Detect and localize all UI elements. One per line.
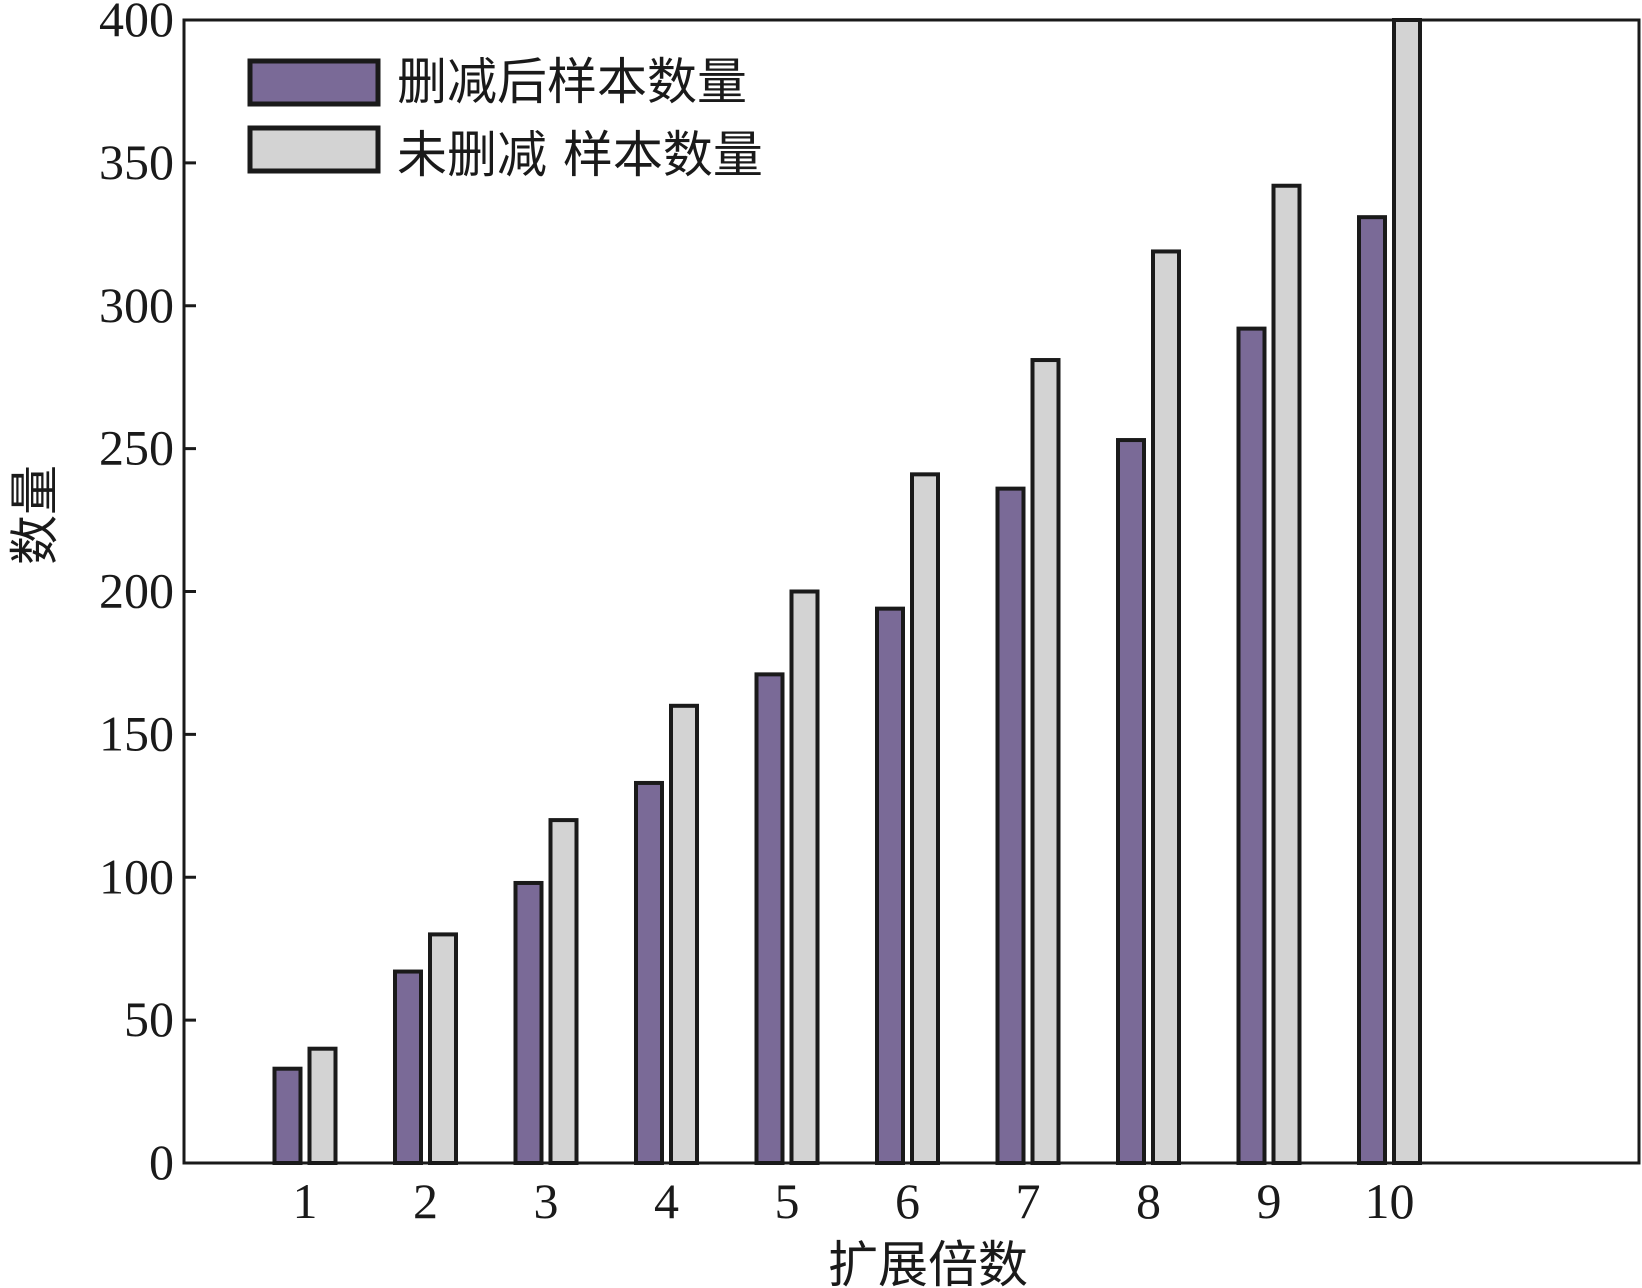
bar-series-1-cat-10: [1357, 215, 1387, 1166]
legend-swatch-series-1: [247, 58, 381, 107]
bar-series-2-cat-10: [1392, 18, 1422, 1165]
bar-series-2-cat-3: [548, 818, 579, 1165]
x-tick-label-7: 7: [1016, 1173, 1041, 1229]
legend-label-series-2: 未删减 样本数量: [397, 126, 763, 184]
x-tick-label-3: 3: [534, 1173, 559, 1229]
y-axis-title: 数量: [6, 465, 64, 565]
y-tick-label-100: 100: [99, 848, 174, 904]
x-axis-title: 扩展倍数: [828, 1236, 1028, 1288]
x-tick-label-6: 6: [895, 1173, 920, 1229]
x-tick-label-2: 2: [413, 1173, 438, 1229]
x-tick-label-8: 8: [1136, 1173, 1161, 1229]
bar-series-2-cat-1: [307, 1046, 338, 1165]
bar-series-2-cat-5: [789, 589, 820, 1165]
bar-series-2-cat-9: [1271, 183, 1302, 1166]
x-tick-label-4: 4: [654, 1173, 679, 1229]
y-tick-label-400: 400: [99, 0, 174, 47]
x-tick-label-5: 5: [775, 1173, 800, 1229]
x-axis-ticks: 1 2 3 4 5 6 7 8 9 10: [293, 1173, 1415, 1229]
y-tick-label-150: 150: [99, 705, 174, 761]
y-tick-label-250: 250: [99, 420, 174, 476]
x-tick-label-9: 9: [1257, 1173, 1282, 1229]
bar-series-1-cat-8: [1116, 438, 1146, 1165]
bar-series-2-cat-4: [669, 703, 699, 1165]
bar-series-2-cat-7: [1030, 358, 1061, 1166]
bar-series-1-cat-6: [875, 606, 905, 1165]
legend: 删减后样本数量 未删减 样本数量: [247, 53, 763, 184]
y-tick-label-300: 300: [99, 277, 174, 333]
bars-group: [272, 18, 1422, 1166]
bar-series-1-cat-9: [1236, 326, 1267, 1165]
y-tick-label-0: 0: [149, 1134, 174, 1190]
bar-series-2-cat-8: [1151, 249, 1181, 1165]
legend-label-series-1: 删减后样本数量: [397, 53, 747, 111]
bar-series-1-cat-3: [513, 880, 544, 1166]
legend-swatch-series-2: [247, 125, 381, 174]
bar-series-1-cat-2: [393, 969, 423, 1165]
bar-series-2-cat-2: [428, 932, 458, 1166]
y-tick-label-200: 200: [99, 563, 174, 619]
bar-series-2-cat-6: [910, 472, 940, 1165]
y-tick-label-350: 350: [99, 134, 174, 190]
y-tick-label-50: 50: [124, 991, 174, 1047]
x-tick-label-10: 10: [1365, 1173, 1415, 1229]
bar-series-1-cat-5: [754, 672, 785, 1165]
y-axis-ticks: 0 50 100 150 200 250 300 350 400: [99, 0, 196, 1190]
bar-series-1-cat-7: [995, 486, 1026, 1165]
x-tick-label-1: 1: [293, 1173, 318, 1229]
bar-series-1-cat-1: [272, 1066, 303, 1166]
bar-series-1-cat-4: [634, 780, 664, 1165]
